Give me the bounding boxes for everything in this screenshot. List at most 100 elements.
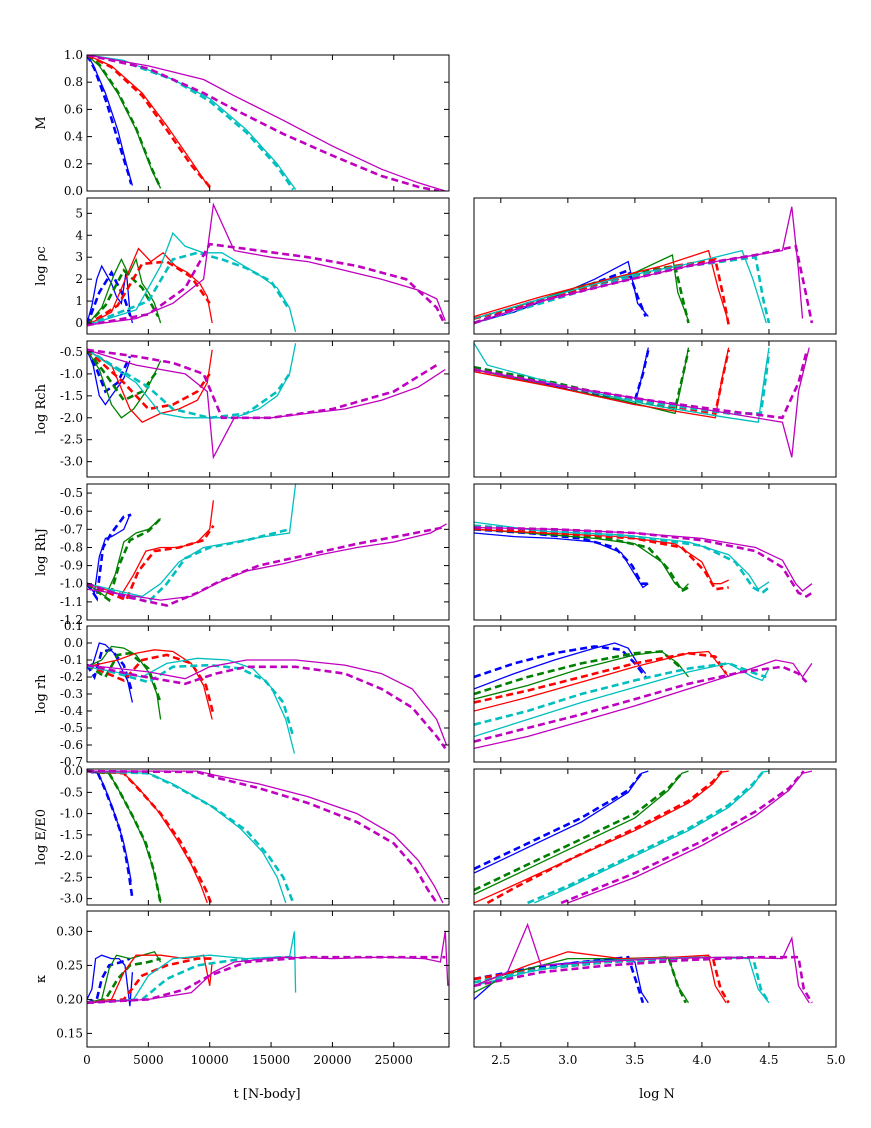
series-red-solid <box>87 770 208 904</box>
series-red-solid <box>474 650 730 712</box>
x-tick-label: 3.5 <box>625 1053 644 1067</box>
series-cyan-dashed <box>87 663 295 737</box>
series-magenta-solid <box>474 526 813 592</box>
series-blue-dashed <box>474 772 643 871</box>
axes-frame <box>86 768 450 906</box>
y-tick-label: 0.25 <box>56 958 83 972</box>
axes-frame <box>86 54 450 192</box>
series-green-solid <box>474 347 690 415</box>
panel-right-5 <box>473 768 837 906</box>
x-tick-label: 25000 <box>375 1053 413 1067</box>
series-group <box>474 521 813 598</box>
series-red-solid <box>474 951 727 1004</box>
y-tick-label: 0.30 <box>56 924 83 938</box>
y-tick-label: -0.3 <box>60 687 83 701</box>
y-tick-label: 3 <box>75 250 83 264</box>
y-tick-label: 4 <box>75 228 83 242</box>
series-green-dashed <box>87 769 162 904</box>
axes-frame <box>86 625 450 763</box>
series-cyan-dashed <box>474 524 770 595</box>
axes-frame <box>473 197 837 335</box>
series-green-dashed <box>474 650 683 696</box>
y-tick-label: -2.5 <box>60 870 83 884</box>
series-red-dashed <box>474 526 729 591</box>
series-red-dashed <box>87 769 213 904</box>
y-tick-label: -2.0 <box>60 411 83 425</box>
y-tick-label: -1.5 <box>60 828 83 842</box>
series-cyan-dashed <box>87 348 291 420</box>
series-green-dashed <box>87 268 160 327</box>
y-tick-label: -0.5 <box>60 721 83 735</box>
series-green-solid <box>474 770 689 895</box>
series-magenta-solid <box>87 523 447 601</box>
y-tick-label: -2.0 <box>60 849 83 863</box>
series-blue-dashed <box>87 957 131 1005</box>
series-blue-dashed <box>87 648 133 690</box>
series-green-dashed <box>474 772 683 892</box>
y-tick-label: -0.7 <box>60 755 83 769</box>
panel-right-2 <box>473 340 837 478</box>
y-axis-log-R-ch: log Rch <box>34 383 49 434</box>
series-group <box>474 770 813 905</box>
y-tick-label: -0.5 <box>60 345 83 359</box>
panel-left-1: 0 1 2 3 4 5 log ρc <box>34 197 450 335</box>
x-tick-label: 5.0 <box>826 1053 845 1067</box>
y-tick-label: 0.2 <box>64 157 83 171</box>
x-tick-label: 3.0 <box>558 1053 577 1067</box>
x-tick-label: 10000 <box>191 1053 229 1067</box>
panel-left-5: -3.0 -2.5 -2.0 -1.5 -1.0 -0.5 0.0 log E/E0 <box>34 764 450 906</box>
x-tick-label: 20000 <box>313 1053 351 1067</box>
x-axis-label-right: log N <box>639 1087 675 1102</box>
series-red-solid <box>87 500 215 596</box>
x-tick-label: 15000 <box>252 1053 290 1067</box>
series-green-dashed <box>474 349 690 411</box>
y-axis-log-E-over-E0: log E/E0 <box>34 809 49 865</box>
series-magenta-solid <box>87 770 444 904</box>
series-cyan-dashed <box>87 528 290 604</box>
series-green-solid <box>87 770 162 904</box>
series-green-dashed <box>87 651 162 703</box>
y-axis-log-r-h: log rh <box>34 674 49 714</box>
series-group <box>87 202 446 332</box>
axes-frame <box>86 197 450 335</box>
axes-frame <box>86 483 450 621</box>
y-axis-kappa: κ <box>34 975 49 983</box>
series-group <box>87 769 444 904</box>
series-cyan-dashed <box>527 770 765 905</box>
series-cyan-dashed <box>474 351 771 415</box>
series-red-dashed <box>474 349 730 415</box>
series-red-solid <box>87 349 213 423</box>
y-tick-label: -0.1 <box>60 653 83 667</box>
series-green-dashed <box>87 517 162 603</box>
series-green-dashed <box>87 957 161 1005</box>
series-magenta-dashed <box>474 351 808 420</box>
series-green-solid <box>474 528 689 591</box>
y-tick-label: 2 <box>75 272 83 286</box>
series-magenta-dashed <box>474 665 808 743</box>
series-cyan-solid <box>474 249 767 324</box>
series-red-solid <box>87 649 213 720</box>
series-magenta-dashed <box>474 244 814 325</box>
series-magenta-solid <box>87 349 446 460</box>
panel-left-3: -1.2 -1.1 -1.0 -0.9 -0.8 -0.7 -0.6 -0.5 log RhJ <box>34 483 450 627</box>
series-blue-solid <box>87 514 131 595</box>
x-axis-label-left: t [N-body] <box>233 1087 300 1102</box>
series-red-dashed <box>87 653 215 715</box>
series-cyan-solid <box>87 55 297 190</box>
panel-left-4: -0.7 -0.6 -0.5 -0.4 -0.3 -0.2 -0.1 0.0 0.1 log rh <box>34 619 450 769</box>
series-red-dashed <box>474 651 728 704</box>
panel-right-3 <box>473 483 837 621</box>
series-blue-dashed <box>474 645 647 679</box>
y-tick-label: -0.6 <box>60 504 83 518</box>
y-tick-label: -0.5 <box>60 486 83 500</box>
series-magenta-solid <box>87 55 446 191</box>
axes-frame <box>86 340 450 478</box>
series-magenta-dashed <box>87 348 438 420</box>
series-magenta-solid <box>567 770 813 904</box>
series-cyan-solid <box>534 770 770 904</box>
y-tick-label: 5 <box>75 206 83 220</box>
axes-frame <box>473 483 837 621</box>
panel-left-0: 0.0 0.2 0.4 0.6 0.8 1.0 M <box>34 48 450 198</box>
series-cyan-solid <box>87 231 297 332</box>
